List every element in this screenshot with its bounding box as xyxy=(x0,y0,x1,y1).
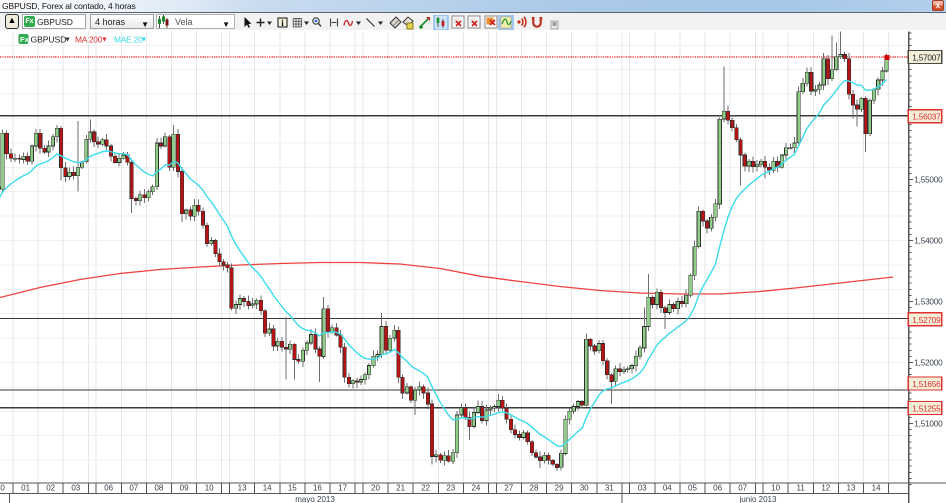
svg-text:10: 10 xyxy=(205,483,214,492)
svg-text:1,56037: 1,56037 xyxy=(912,112,941,121)
svg-text:10: 10 xyxy=(771,483,780,492)
svg-text:14: 14 xyxy=(872,483,881,492)
svg-text:MAE 20: MAE 20 xyxy=(114,34,143,44)
svg-text:03: 03 xyxy=(71,483,80,492)
svg-text:16: 16 xyxy=(313,483,322,492)
svg-text:06: 06 xyxy=(713,483,722,492)
svg-text:15: 15 xyxy=(288,483,297,492)
svg-text:14: 14 xyxy=(263,483,272,492)
svg-text:24: 24 xyxy=(471,483,480,492)
svg-text:05: 05 xyxy=(688,483,697,492)
svg-text:29: 29 xyxy=(555,483,564,492)
svg-text:Fx: Fx xyxy=(20,35,30,44)
svg-text:1,57007: 1,57007 xyxy=(912,53,941,62)
svg-text:31: 31 xyxy=(605,483,614,492)
svg-text:GBPUSD: GBPUSD xyxy=(31,34,67,44)
svg-text:08: 08 xyxy=(154,483,163,492)
svg-text:1,52000: 1,52000 xyxy=(914,358,943,367)
svg-text:junio 2013: junio 2013 xyxy=(739,495,777,503)
svg-text:21: 21 xyxy=(396,483,405,492)
svg-text:1,51656: 1,51656 xyxy=(912,379,941,388)
svg-text:13: 13 xyxy=(238,483,247,492)
svg-text:1,51000: 1,51000 xyxy=(914,419,943,428)
svg-text:▼: ▼ xyxy=(101,36,108,43)
svg-text:1,51255: 1,51255 xyxy=(912,404,941,413)
svg-text:03: 03 xyxy=(638,483,647,492)
svg-text:07: 07 xyxy=(738,483,747,492)
svg-text:02: 02 xyxy=(46,483,55,492)
svg-text:i: i xyxy=(281,18,284,28)
svg-text:13: 13 xyxy=(847,483,856,492)
svg-text:09: 09 xyxy=(180,483,189,492)
svg-text:1,53000: 1,53000 xyxy=(914,297,943,306)
svg-text:1,55000: 1,55000 xyxy=(914,175,943,184)
svg-text:28: 28 xyxy=(530,483,539,492)
svg-text:23: 23 xyxy=(446,483,455,492)
svg-text:04: 04 xyxy=(663,483,672,492)
svg-text:27: 27 xyxy=(504,483,513,492)
svg-text:11: 11 xyxy=(797,483,806,492)
svg-text:1,52709: 1,52709 xyxy=(912,315,941,324)
svg-text:mayo 2013: mayo 2013 xyxy=(295,495,335,503)
svg-text:30: 30 xyxy=(0,483,5,492)
svg-text:▼: ▼ xyxy=(64,36,71,43)
svg-text:17: 17 xyxy=(338,483,347,492)
svg-text:06: 06 xyxy=(104,483,113,492)
svg-text:20: 20 xyxy=(371,483,380,492)
svg-text:MA 200: MA 200 xyxy=(75,34,103,44)
svg-text:▼: ▼ xyxy=(141,36,148,43)
svg-text:07: 07 xyxy=(129,483,138,492)
svg-text:12: 12 xyxy=(821,483,830,492)
svg-text:01: 01 xyxy=(21,483,30,492)
svg-text:30: 30 xyxy=(580,483,589,492)
svg-text:1,54000: 1,54000 xyxy=(914,236,943,245)
svg-text:22: 22 xyxy=(421,483,430,492)
